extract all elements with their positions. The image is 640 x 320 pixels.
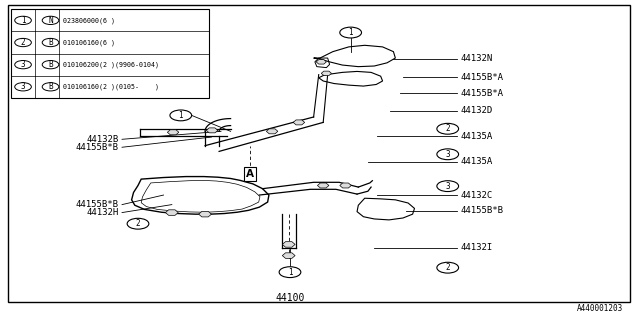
Circle shape xyxy=(437,262,459,273)
Text: 3: 3 xyxy=(445,182,450,191)
Circle shape xyxy=(340,27,362,38)
Polygon shape xyxy=(198,212,211,217)
Text: 44135A: 44135A xyxy=(461,132,493,140)
Circle shape xyxy=(42,16,59,25)
Circle shape xyxy=(15,38,31,47)
Circle shape xyxy=(15,83,31,91)
Text: B: B xyxy=(48,60,53,69)
Polygon shape xyxy=(316,60,326,64)
Circle shape xyxy=(437,123,459,134)
Polygon shape xyxy=(168,130,179,135)
Circle shape xyxy=(437,149,459,160)
Text: 44100: 44100 xyxy=(275,293,305,303)
Circle shape xyxy=(15,60,31,69)
Polygon shape xyxy=(340,183,351,188)
Text: 44155B*B: 44155B*B xyxy=(461,206,504,215)
Text: 44132D: 44132D xyxy=(461,106,493,115)
Text: 3: 3 xyxy=(20,82,26,91)
Circle shape xyxy=(15,16,31,25)
Text: 1: 1 xyxy=(179,111,183,120)
Text: A: A xyxy=(246,169,253,179)
Circle shape xyxy=(42,38,59,47)
Text: 44135A: 44135A xyxy=(461,157,493,166)
Text: 1: 1 xyxy=(20,16,26,25)
Text: 44132B: 44132B xyxy=(86,135,119,144)
Text: 2: 2 xyxy=(445,263,450,272)
Text: 1: 1 xyxy=(348,28,353,37)
Text: 010106160(6 ): 010106160(6 ) xyxy=(63,39,115,46)
Text: 44155B*B: 44155B*B xyxy=(76,143,119,152)
Bar xyxy=(11,9,209,98)
Polygon shape xyxy=(266,129,278,134)
Text: B: B xyxy=(48,82,53,91)
Text: 44132H: 44132H xyxy=(86,208,119,217)
Text: 44132N: 44132N xyxy=(461,54,493,63)
Text: A440001203: A440001203 xyxy=(577,304,623,313)
Text: 3: 3 xyxy=(20,60,26,69)
Polygon shape xyxy=(282,242,295,247)
Circle shape xyxy=(42,60,59,69)
Text: 44132I: 44132I xyxy=(461,243,493,252)
Circle shape xyxy=(42,83,59,91)
Polygon shape xyxy=(282,253,295,258)
Text: B: B xyxy=(48,38,53,47)
Circle shape xyxy=(170,110,191,121)
Polygon shape xyxy=(321,71,332,76)
Text: 010106200(2 )(9906-0104): 010106200(2 )(9906-0104) xyxy=(63,61,159,68)
Text: 2: 2 xyxy=(136,219,140,228)
Circle shape xyxy=(279,267,301,277)
Text: 010106160(2 )(0105-    ): 010106160(2 )(0105- ) xyxy=(63,84,159,90)
Text: 44132C: 44132C xyxy=(461,190,493,200)
Text: N: N xyxy=(48,16,53,25)
Text: 023806000(6 ): 023806000(6 ) xyxy=(63,17,115,24)
Polygon shape xyxy=(293,120,305,125)
Text: 44155B*A: 44155B*A xyxy=(461,73,504,82)
Text: 1: 1 xyxy=(287,268,292,277)
Text: 44155B*A: 44155B*A xyxy=(461,89,504,98)
Polygon shape xyxy=(317,183,329,188)
Circle shape xyxy=(437,181,459,192)
Circle shape xyxy=(127,218,149,229)
Text: 44155B*B: 44155B*B xyxy=(76,200,119,209)
Text: 3: 3 xyxy=(445,150,450,159)
Polygon shape xyxy=(166,210,178,215)
Text: 2: 2 xyxy=(20,38,26,47)
Text: 2: 2 xyxy=(445,124,450,133)
Polygon shape xyxy=(206,128,218,133)
